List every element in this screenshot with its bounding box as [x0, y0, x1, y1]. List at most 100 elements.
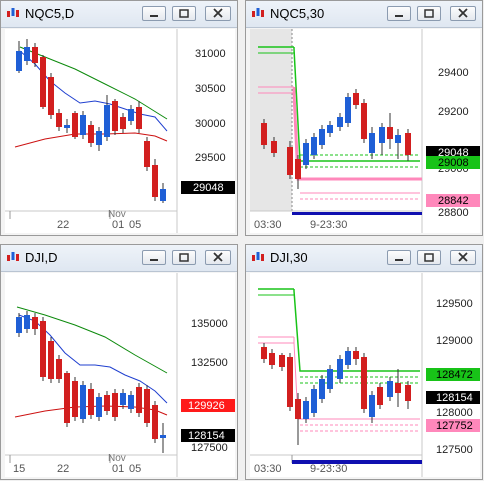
- pink-level-box: [426, 419, 480, 432]
- chart-window-nqc5-30min[interactable]: NQC5,30: [245, 0, 483, 236]
- price-label: 132500: [191, 357, 228, 369]
- time-label: 01: [112, 219, 124, 231]
- price-label: 127500: [191, 442, 228, 454]
- close-button[interactable]: [205, 250, 231, 265]
- candles: [16, 311, 166, 453]
- last-price-box: [426, 146, 480, 159]
- close-icon: [458, 8, 468, 18]
- maximize-icon: [179, 9, 189, 18]
- title-bar[interactable]: DJI,D: [1, 245, 237, 272]
- session-bar: [292, 212, 422, 215]
- maximize-button[interactable]: [172, 6, 196, 21]
- last-price-box: [181, 429, 235, 442]
- maximize-icon: [179, 253, 189, 262]
- maximize-icon: [424, 9, 434, 18]
- title-bar[interactable]: NQC5,D: [1, 1, 237, 28]
- price-axis: 29400 29200 29000 28800 29048 29008 2884…: [426, 67, 480, 219]
- window-title: DJI,D: [25, 250, 58, 265]
- chart-canvas[interactable]: 29400 29200 29000 28800 29048 29008 2884…: [250, 29, 480, 233]
- pink-level-label: 28842: [438, 195, 469, 207]
- minimize-button[interactable]: [142, 6, 166, 21]
- minimize-icon: [150, 259, 158, 261]
- chart-plot-area[interactable]: 129500 129000 128000 127500 128472 12815…: [250, 273, 480, 477]
- candles: [261, 343, 411, 445]
- time-label: 9-23:30: [310, 219, 347, 231]
- green-level-box: [426, 156, 480, 169]
- chart-canvas[interactable]: 31000 30500 30000 29500 29048 22 Nov 01 …: [5, 29, 235, 233]
- pink-level-box: [426, 194, 480, 207]
- candlestick-icon: [7, 8, 19, 17]
- level-lines: [258, 288, 420, 432]
- candlestick-icon: [252, 252, 264, 261]
- red-level-label: 129926: [188, 400, 225, 412]
- price-axis: 135000 132500 127500 129926 128154: [181, 318, 235, 454]
- candlestick-icon: [252, 8, 264, 17]
- time-axis: 03:30 9-23:30: [254, 219, 347, 231]
- time-label: 05: [129, 463, 141, 475]
- time-label: Nov: [108, 453, 126, 464]
- minimize-icon: [395, 259, 403, 261]
- candles: [261, 89, 411, 189]
- last-price-label: 128154: [188, 430, 225, 442]
- title-bar[interactable]: NQC5,30: [246, 1, 482, 28]
- time-axis: 03:30 9-23:30: [254, 463, 347, 475]
- time-label: 22: [57, 219, 69, 231]
- pink-level-label: 127752: [436, 420, 473, 432]
- last-price-label: 128154: [436, 392, 473, 404]
- chart-window-dji-daily[interactable]: DJI,D: [0, 244, 238, 480]
- chart-plot-area[interactable]: 31000 30500 30000 29500 29048 22 Nov 01 …: [5, 29, 235, 233]
- level-lines: [258, 46, 422, 200]
- candles: [16, 39, 166, 203]
- minimize-button[interactable]: [142, 250, 166, 265]
- close-button[interactable]: [450, 250, 476, 265]
- minimize-button[interactable]: [387, 250, 411, 265]
- price-label: 29500: [195, 152, 226, 164]
- red-level-box: [181, 399, 235, 412]
- price-label: 127500: [436, 444, 473, 456]
- chart-plot-area[interactable]: 135000 132500 127500 129926 128154 15 22…: [5, 273, 235, 477]
- price-axis: 31000 30500 30000 29500 29048: [181, 48, 235, 194]
- minimize-button[interactable]: [387, 6, 411, 21]
- title-bar[interactable]: DJI,30: [246, 245, 482, 272]
- window-title: NQC5,D: [25, 6, 75, 21]
- time-label: 22: [57, 463, 69, 475]
- time-label: 03:30: [254, 463, 282, 475]
- close-icon: [458, 252, 468, 262]
- maximize-button[interactable]: [172, 250, 196, 265]
- price-label: 135000: [191, 318, 228, 330]
- session-bar: [292, 460, 422, 464]
- price-label: 29400: [438, 67, 469, 79]
- chart-plot-area[interactable]: 29400 29200 29000 28800 29048 29008 2884…: [250, 29, 480, 233]
- minimize-icon: [150, 15, 158, 17]
- maximize-button[interactable]: [417, 6, 441, 21]
- chart-canvas[interactable]: 129500 129000 128000 127500 128472 12815…: [250, 273, 480, 477]
- price-label: 128000: [436, 407, 473, 419]
- time-label: 05: [129, 219, 141, 231]
- chart-window-dji-30min[interactable]: DJI,30: [245, 244, 483, 480]
- price-label: 30000: [195, 118, 226, 130]
- previous-session-shading: [250, 29, 292, 211]
- price-label: 129000: [436, 335, 473, 347]
- moving-average-green: [19, 46, 168, 120]
- chart-canvas[interactable]: 135000 132500 127500 129926 128154 15 22…: [5, 273, 235, 477]
- green-level-box: [426, 368, 480, 381]
- last-price-box: [426, 391, 480, 404]
- chart-window-nqc5-daily[interactable]: NQC5,D: [0, 0, 238, 236]
- window-title: NQC5,30: [270, 6, 325, 21]
- close-button[interactable]: [450, 6, 476, 21]
- moving-average-green: [16, 306, 168, 374]
- close-icon: [213, 252, 223, 262]
- last-price-box: [181, 181, 235, 194]
- candlestick-icon: [7, 252, 19, 261]
- price-label: 29200: [438, 106, 469, 118]
- close-button[interactable]: [205, 6, 231, 21]
- price-label: 30500: [195, 83, 226, 95]
- maximize-button[interactable]: [417, 250, 441, 265]
- minimize-icon: [395, 15, 403, 17]
- green-level-label: 29008: [438, 157, 469, 169]
- window-title: DJI,30: [270, 250, 308, 265]
- time-label: 15: [13, 463, 25, 475]
- time-label: Nov: [108, 209, 126, 220]
- green-level-label: 128472: [436, 369, 473, 381]
- price-label: 28800: [438, 207, 469, 219]
